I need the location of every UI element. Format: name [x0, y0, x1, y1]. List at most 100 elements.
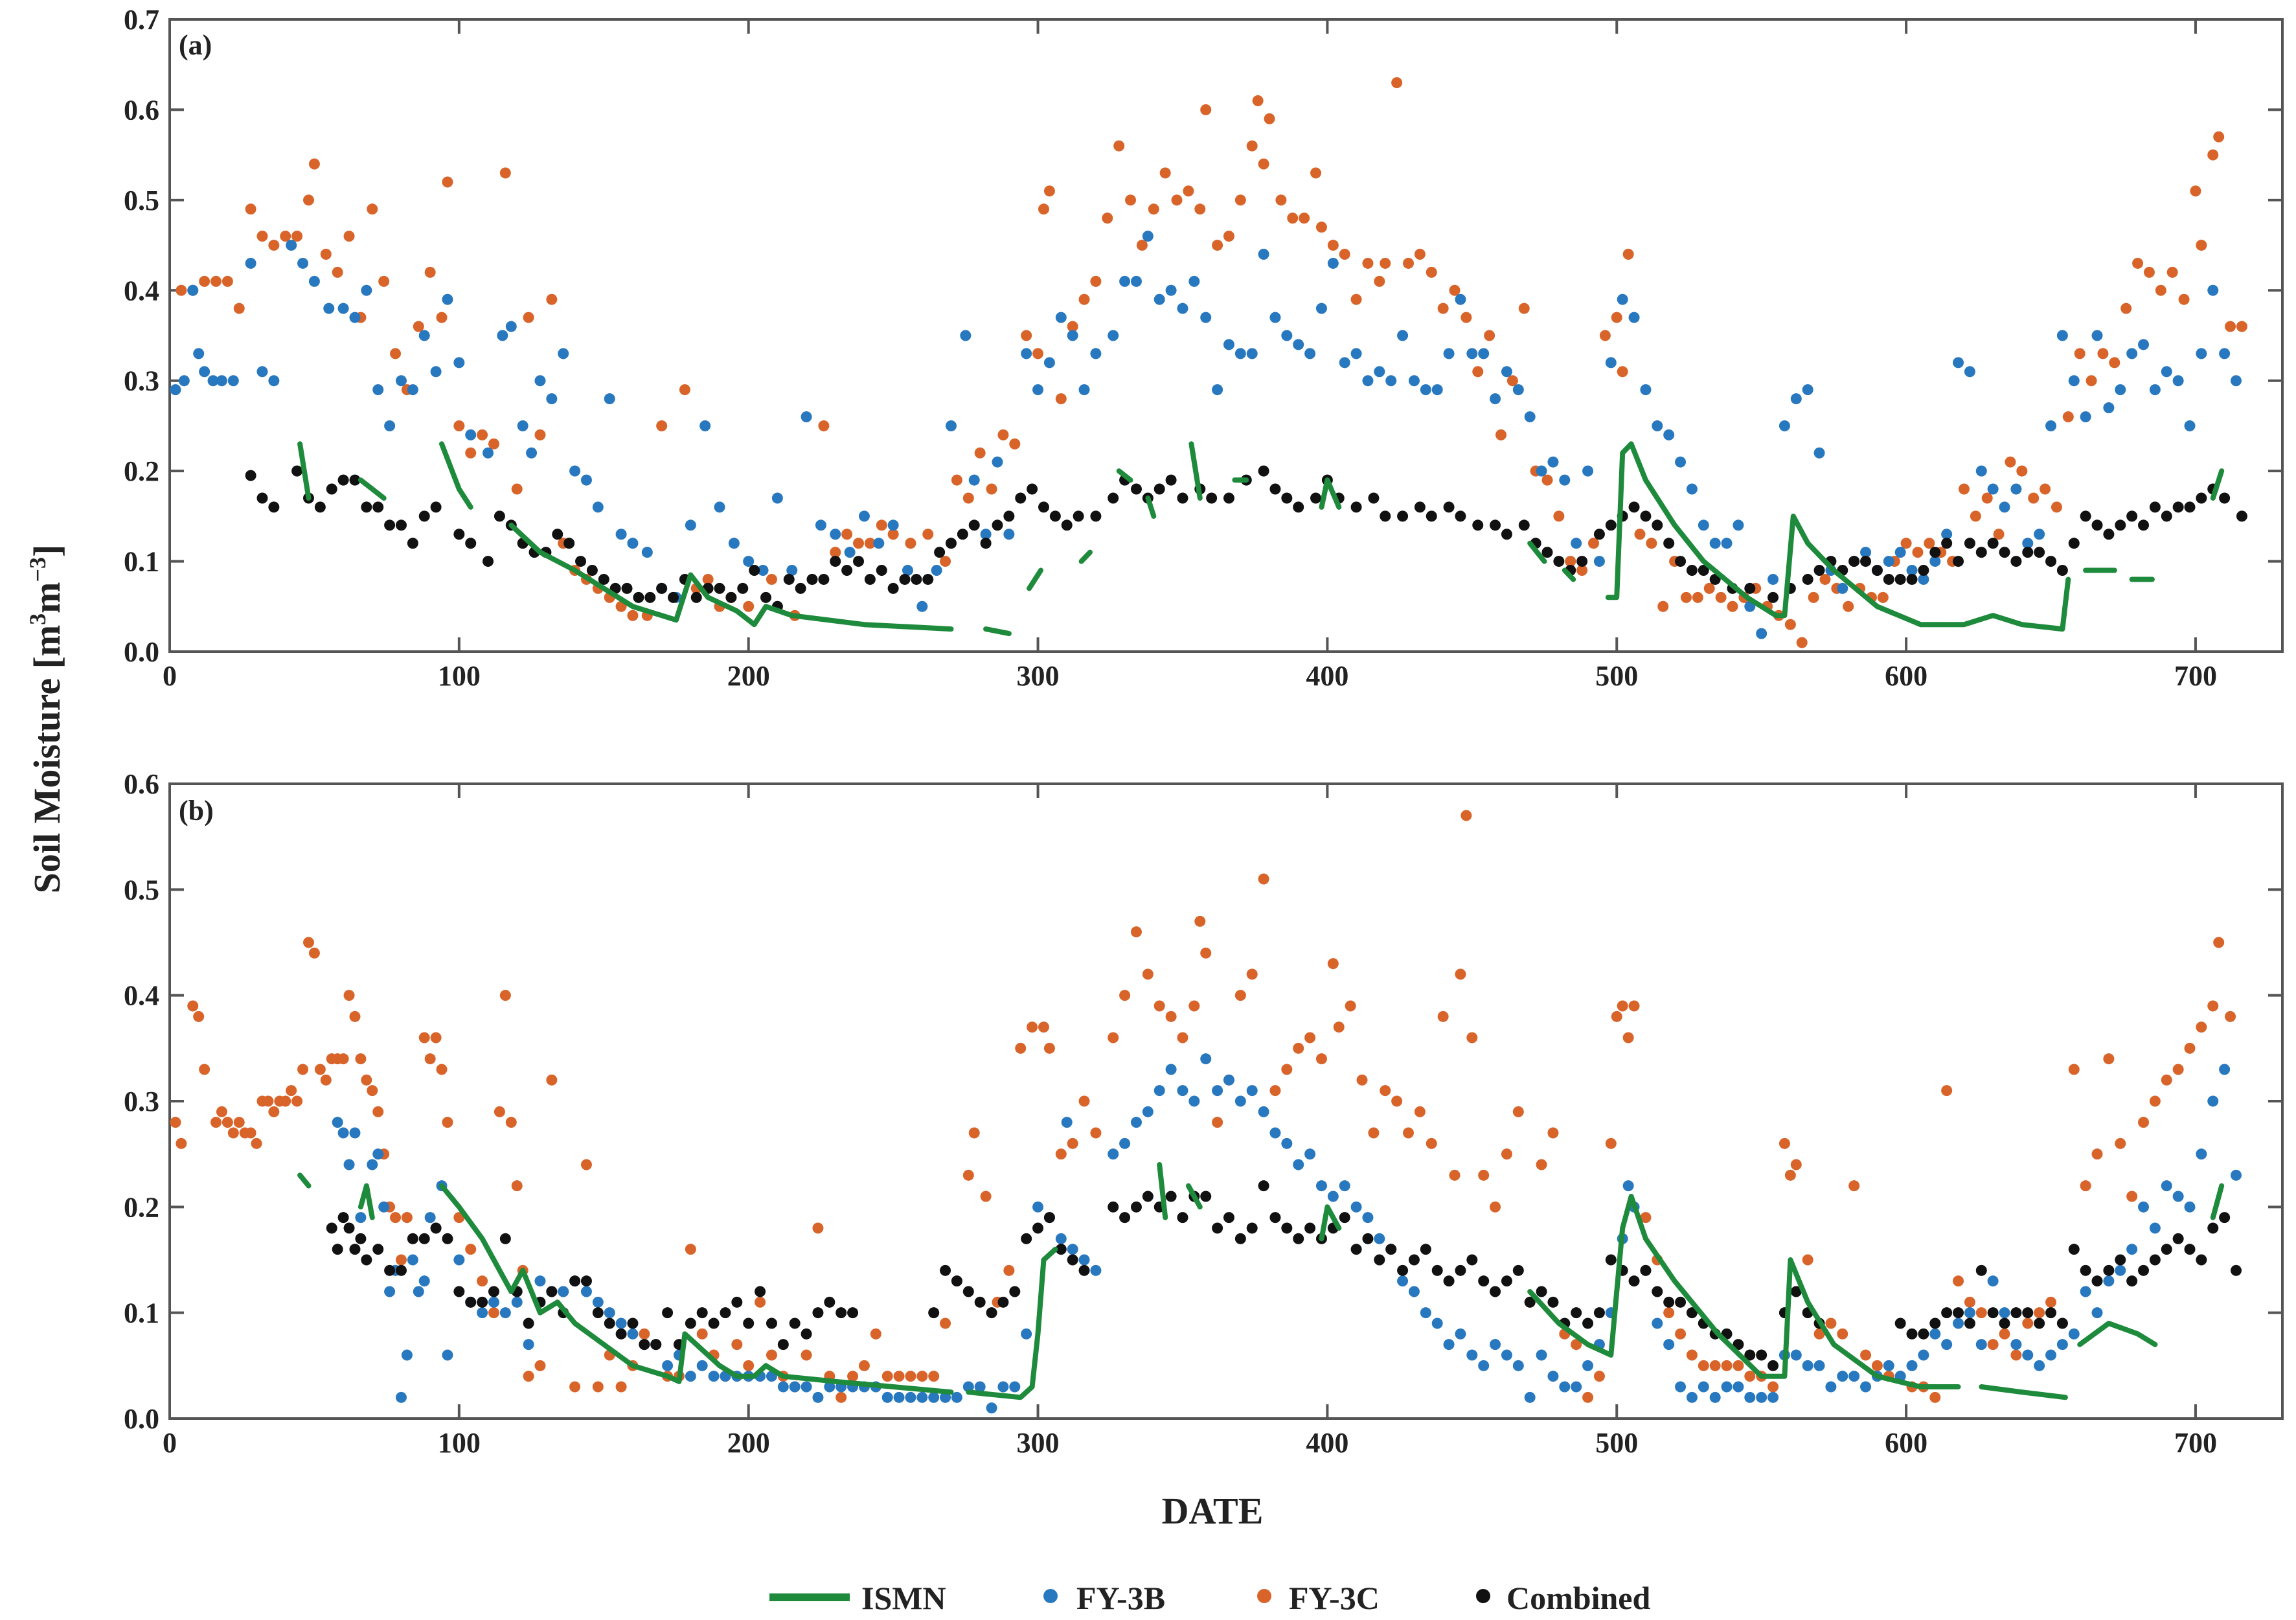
point-fy3b-a: [1119, 275, 1131, 287]
point-fy3c-a: [1252, 95, 1264, 106]
point-fy3c-a: [1622, 249, 1634, 260]
point-fy3b-a: [1536, 465, 1547, 477]
y-tick-label-a: 0.7: [124, 4, 159, 36]
point-fy3b-a: [1975, 465, 1987, 477]
point-combined-b: [1385, 1244, 1397, 1255]
point-combined-b: [1339, 1212, 1350, 1224]
point-fy3b-a: [1478, 348, 1490, 359]
point-combined-b: [1223, 1212, 1234, 1224]
point-fy3b-b: [1327, 1191, 1339, 1202]
point-combined-a: [853, 556, 865, 567]
point-fy3b-b: [1142, 1106, 1154, 1117]
legend-item-fy3c: FY-3C: [1257, 1580, 1380, 1616]
point-combined-a: [314, 501, 326, 513]
point-fy3b-b: [1883, 1360, 1894, 1371]
point-fy3c-a: [523, 312, 534, 323]
point-fy3c-b: [1698, 1360, 1709, 1371]
point-fy3b-a: [2103, 402, 2115, 414]
point-fy3c-b: [1628, 1000, 1640, 1012]
point-fy3b-b: [592, 1296, 604, 1308]
point-combined-a: [2103, 529, 2115, 540]
point-combined-b: [1420, 1244, 1431, 1255]
point-fy3c-b: [251, 1137, 262, 1149]
point-fy3b-a: [1501, 366, 1512, 378]
point-fy3b-a: [1455, 293, 1466, 305]
point-fy3c-a: [1148, 203, 1159, 215]
point-combined-b: [1374, 1254, 1385, 1266]
point-fy3b-b: [558, 1286, 569, 1297]
point-fy3b-a: [743, 556, 755, 567]
point-combined-b: [1987, 1307, 1999, 1319]
point-combined-b: [1362, 1233, 1374, 1244]
point-combined-a: [899, 573, 911, 585]
point-fy3b-b: [2045, 1349, 2057, 1361]
point-fy3b-b: [1397, 1275, 1409, 1287]
point-fy3b-b: [1652, 1318, 1663, 1329]
point-fy3b-a: [497, 330, 508, 341]
point-combined-a: [633, 591, 644, 603]
point-combined-b: [1767, 1360, 1779, 1371]
point-combined-b: [1999, 1318, 2010, 1329]
point-fy3c-b: [1177, 1032, 1188, 1044]
point-fy3b-a: [187, 284, 199, 296]
point-combined-b: [1078, 1264, 1090, 1276]
point-fy3b-a: [757, 565, 769, 576]
point-combined-a: [1929, 547, 1941, 558]
point-combined-b: [1628, 1275, 1640, 1287]
point-combined-b: [986, 1307, 997, 1319]
point-fy3b-a: [1999, 501, 2010, 513]
point-fy3c-b: [2022, 1318, 2034, 1329]
point-combined-b: [1009, 1286, 1021, 1297]
point-fy3c-a: [2040, 483, 2051, 495]
point-fy3c-b: [1281, 1064, 1293, 1075]
point-combined-a: [1906, 573, 1918, 585]
point-fy3c-b: [592, 1381, 604, 1393]
point-fy3b-a: [1108, 330, 1119, 341]
point-fy3c-a: [1727, 600, 1738, 612]
point-combined-a: [453, 529, 465, 540]
point-fy3b-b: [1512, 1360, 1524, 1371]
point-fy3c-a: [1327, 240, 1339, 251]
point-fy3c-a: [1784, 619, 1796, 630]
point-combined-a: [1628, 501, 1640, 513]
point-combined-b: [1490, 1286, 1501, 1297]
point-fy3c-b: [1767, 1381, 1779, 1393]
legend-swatch-fy3c: [1257, 1589, 1271, 1603]
point-combined-b: [2196, 1254, 2207, 1266]
point-fy3c-a: [534, 429, 546, 440]
point-combined-b: [743, 1318, 755, 1329]
point-fy3c-b: [314, 1064, 326, 1075]
point-fy3b-b: [343, 1159, 355, 1170]
point-fy3b-b: [1443, 1339, 1455, 1351]
point-combined-b: [766, 1318, 777, 1329]
point-fy3c-b: [302, 937, 314, 948]
point-fy3b-a: [1941, 529, 1953, 540]
point-fy3c-a: [1808, 591, 1819, 603]
point-fy3b-b: [627, 1328, 639, 1340]
point-fy3b-b: [1374, 1233, 1385, 1244]
point-fy3c-b: [262, 1095, 274, 1107]
point-fy3c-b: [980, 1191, 992, 1202]
point-combined-a: [1918, 565, 1929, 576]
point-fy3b-b: [332, 1117, 343, 1128]
point-fy3b-b: [986, 1402, 997, 1414]
point-fy3c-b: [1078, 1095, 1090, 1107]
point-fy3b-b: [337, 1127, 349, 1139]
point-fy3c-b: [222, 1117, 233, 1128]
point-fy3c-b: [355, 1053, 367, 1065]
point-combined-a: [957, 529, 968, 540]
y-tick-label-b: 0.6: [124, 768, 159, 800]
point-fy3c-b: [1356, 1074, 1368, 1086]
point-fy3c-a: [1287, 212, 1299, 224]
point-fy3c-b: [187, 1000, 199, 1012]
point-fy3c-a: [1055, 393, 1067, 405]
point-fy3c-a: [1796, 637, 1808, 648]
point-fy3b-b: [696, 1360, 708, 1371]
point-fy3c-b: [1663, 1307, 1675, 1319]
point-combined-b: [1055, 1244, 1067, 1255]
point-combined-b: [2207, 1222, 2219, 1234]
point-fy3c-a: [436, 312, 448, 323]
point-fy3c-b: [1848, 1180, 1860, 1192]
x-tick-label-b: 500: [1595, 1427, 1638, 1459]
point-fy3b-b: [2207, 1095, 2219, 1107]
